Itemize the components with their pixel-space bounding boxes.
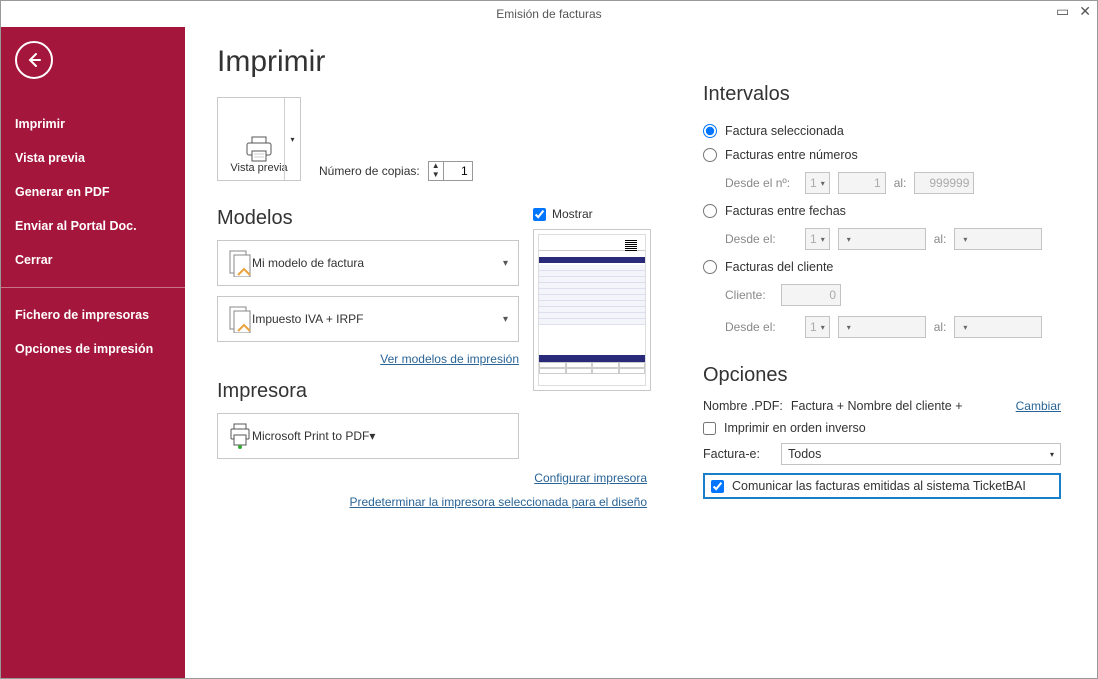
sidebar-item-enviar-portal[interactable]: Enviar al Portal Doc.	[1, 209, 185, 243]
back-button[interactable]	[15, 41, 53, 79]
arrow-left-icon	[25, 51, 43, 69]
radio-selected-invoice[interactable]: Factura seleccionada	[703, 124, 1061, 138]
main-content: Imprimir Vista previa ▾ Número de c	[185, 27, 1097, 678]
radio-between-numbers[interactable]: Facturas entre números	[703, 148, 1061, 162]
to-number-input[interactable]	[914, 172, 974, 194]
model-select-2[interactable]: Impuesto IVA + IRPF ▾	[217, 296, 519, 342]
reverse-order-checkbox-row[interactable]: Imprimir en orden inverso	[703, 421, 1061, 435]
document-icon	[228, 305, 252, 333]
printer-label: Microsoft Print to PDF	[252, 429, 369, 443]
page-title: Imprimir	[217, 45, 647, 79]
from-number-input[interactable]	[838, 172, 886, 194]
divider	[1, 287, 185, 288]
sidebar: Imprimir Vista previa Generar en PDF Env…	[1, 27, 185, 678]
dates-series-dropdown[interactable]: 1▾	[805, 228, 830, 250]
sidebar-item-cerrar[interactable]: Cerrar	[1, 243, 185, 277]
copies-label: Número de copias:	[319, 164, 420, 178]
copies-spinner[interactable]: ▲▼	[428, 161, 473, 181]
client-series-dropdown[interactable]: 1▾	[805, 316, 830, 338]
models-heading: Modelos	[217, 207, 519, 230]
printer-heading: Impresora	[217, 380, 519, 403]
ticketbai-checkbox[interactable]	[711, 480, 724, 493]
pdf-name-value: Factura + Nombre del cliente +	[791, 399, 963, 413]
titlebar: Emisión de facturas ▭ ✕	[1, 1, 1097, 27]
copies-input[interactable]	[444, 162, 472, 180]
window-title: Emisión de facturas	[496, 7, 601, 21]
from-series-dropdown[interactable]: 1▾	[805, 172, 830, 194]
model-1-label: Mi modelo de factura	[252, 256, 503, 270]
close-icon[interactable]: ✕	[1079, 3, 1091, 20]
to-date-dropdown[interactable]: ▾	[954, 228, 1042, 250]
show-checkbox-row[interactable]: Mostrar	[533, 207, 651, 221]
preview-button[interactable]: Vista previa ▾	[217, 97, 301, 181]
facturae-select[interactable]: Todos ▾	[781, 443, 1061, 465]
default-printer-link[interactable]: Predeterminar la impresora seleccionada …	[350, 495, 648, 509]
chevron-down-icon: ▾	[290, 135, 294, 144]
ticketbai-checkbox-row[interactable]: Comunicar las facturas emitidas al siste…	[703, 473, 1061, 499]
radio-client-invoices[interactable]: Facturas del cliente	[703, 260, 1061, 274]
maximize-icon[interactable]: ▭	[1056, 3, 1069, 20]
facturae-label: Factura-e:	[703, 447, 773, 461]
document-icon	[228, 249, 252, 277]
intervals-heading: Intervalos	[703, 83, 1061, 106]
pdf-name-label: Nombre .PDF:	[703, 399, 783, 413]
preview-button-label: Vista previa	[230, 162, 287, 174]
reverse-order-checkbox[interactable]	[703, 422, 716, 435]
chevron-down-icon: ▾	[369, 429, 375, 443]
chevron-down-icon: ▾	[503, 258, 508, 269]
chevron-down-icon: ▾	[503, 314, 508, 325]
show-label: Mostrar	[552, 207, 593, 221]
client-input[interactable]	[781, 284, 841, 306]
model-select-1[interactable]: Mi modelo de factura ▾	[217, 240, 519, 286]
options-heading: Opciones	[703, 364, 1061, 387]
client-to-date-dropdown[interactable]: ▾	[954, 316, 1042, 338]
sidebar-item-vista-previa[interactable]: Vista previa	[1, 141, 185, 175]
sidebar-item-opciones-impresion[interactable]: Opciones de impresión	[1, 332, 185, 366]
invoice-thumbnail	[533, 229, 651, 391]
printer-icon	[244, 136, 274, 162]
window: Emisión de facturas ▭ ✕ Imprimir Vista p…	[0, 0, 1098, 679]
radio-between-dates[interactable]: Facturas entre fechas	[703, 204, 1061, 218]
preview-dropdown[interactable]: ▾	[284, 98, 300, 180]
chevron-down-icon: ▾	[1050, 450, 1054, 459]
change-pdf-link[interactable]: Cambiar	[1016, 399, 1061, 413]
view-models-link[interactable]: Ver modelos de impresión	[380, 352, 519, 366]
sidebar-item-imprimir[interactable]: Imprimir	[1, 107, 185, 141]
sidebar-item-fichero-impresoras[interactable]: Fichero de impresoras	[1, 298, 185, 332]
spinner-down-icon[interactable]: ▼	[429, 171, 443, 180]
client-from-date-dropdown[interactable]: ▾	[838, 316, 926, 338]
sidebar-item-generar-pdf[interactable]: Generar en PDF	[1, 175, 185, 209]
from-date-dropdown[interactable]: ▾	[838, 228, 926, 250]
show-checkbox[interactable]	[533, 208, 546, 221]
printer-icon	[228, 422, 252, 450]
model-2-label: Impuesto IVA + IRPF	[252, 312, 503, 326]
printer-select[interactable]: Microsoft Print to PDF ▾	[217, 413, 519, 459]
configure-printer-link[interactable]: Configurar impresora	[534, 471, 647, 485]
